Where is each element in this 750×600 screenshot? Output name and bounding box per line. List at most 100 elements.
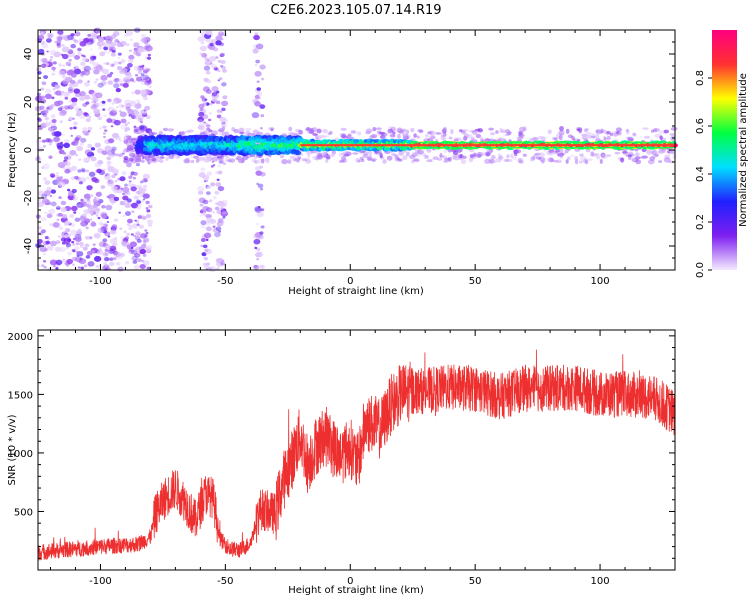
spectrogram-cell (557, 152, 565, 157)
spectrogram-cell (104, 174, 108, 177)
spectrogram-cell (259, 187, 264, 191)
spectrogram-cell (402, 128, 407, 133)
spectrogram-cell (259, 104, 266, 109)
y-tick-label: 40 (23, 48, 34, 61)
spectrogram-cell (254, 206, 262, 212)
spectrogram-cell (43, 75, 49, 80)
spectrogram-cell (221, 107, 226, 112)
spectrogram-cell (325, 158, 329, 163)
spectrogram-cell (426, 159, 433, 163)
spectrogram-cell (83, 264, 88, 268)
spectrogram-cell (79, 244, 85, 249)
spectrogram-cell (76, 145, 84, 152)
spectrogram-cell (113, 78, 120, 83)
spectrogram-cell (69, 149, 77, 156)
spectrogram-cell (112, 108, 118, 113)
spectrogram-cell (628, 153, 635, 157)
spectrogram-cell (144, 229, 148, 232)
spectrogram-cell (48, 142, 52, 146)
spectrogram-cell (254, 166, 261, 171)
spectrogram-cell (586, 158, 593, 161)
spectrogram-cell (202, 244, 208, 249)
spectrogram-cell (121, 45, 124, 48)
spectrogram-cell (128, 58, 134, 64)
spectrogram-cell (566, 156, 571, 160)
spectrogram-cell (61, 46, 70, 53)
spectrogram-cell (120, 118, 127, 124)
spectrogram-cell (63, 160, 71, 167)
spectrogram-cell (301, 158, 307, 162)
spectrogram-cell (211, 86, 219, 92)
spectrogram-cell (105, 204, 113, 211)
spectrogram-cell (219, 44, 223, 47)
spectrogram-cell (124, 99, 132, 106)
x-tick-label: 50 (469, 576, 482, 587)
spectrogram-cell (567, 134, 574, 138)
spectrogram-cell (51, 127, 55, 130)
spectrogram-cell (99, 51, 106, 57)
spectrogram-cell (213, 196, 217, 199)
spectrogram-cell (435, 132, 442, 135)
spectrogram-cell (368, 154, 372, 159)
spectrogram-cell (79, 114, 86, 120)
spectrogram-cell (210, 165, 214, 168)
spectrogram-cell (103, 135, 106, 139)
spectrogram-cell (104, 42, 111, 48)
spectrogram-cell (42, 163, 50, 170)
spectrogram-cell (579, 153, 584, 157)
spectrogram-cell (260, 114, 265, 118)
spectrogram-cell (652, 128, 660, 132)
spectrogram-cell (471, 130, 478, 135)
spectrogram-cell (145, 157, 150, 161)
spectrogram-cell (106, 98, 113, 103)
spectrogram-cell (70, 141, 76, 146)
spectrogram-cell (120, 240, 127, 245)
spectrogram-cell (136, 205, 142, 210)
spectrogram-cell (41, 43, 44, 46)
spectrogram-cell (384, 150, 390, 155)
spectrogram-cell (105, 62, 110, 66)
spectrogram-cell (215, 182, 222, 187)
spectrogram-cell (61, 43, 65, 47)
spectrogram-cell (51, 118, 57, 123)
spectrogram-cell (41, 81, 47, 86)
spectrogram-cell (148, 223, 153, 227)
x-tick-label: 100 (591, 576, 610, 587)
spectrogram-cell (389, 133, 396, 138)
spectrogram-cell (87, 126, 93, 131)
spectrogram-cell (352, 152, 359, 155)
spectrogram-cell (41, 193, 48, 199)
spectrogram-cell (79, 91, 86, 97)
spectrogram-cell (71, 263, 75, 266)
colorbar-ramp (712, 30, 737, 270)
spectrogram-cell (195, 158, 200, 163)
spectrogram-cell (259, 231, 264, 235)
spectrogram-cell (63, 234, 69, 238)
spectrogram-cell (538, 152, 546, 157)
spectrogram-cell (90, 247, 98, 254)
spectrogram-cell (112, 168, 119, 174)
spectrogram-cell (93, 232, 101, 239)
spectrogram-cell (210, 182, 216, 187)
spectrogram-cell (68, 83, 74, 88)
spectrogram-cell (448, 136, 453, 140)
spectrogram-cell (142, 253, 147, 257)
spectrogram-cell (145, 200, 150, 205)
spectrogram-cell (220, 65, 224, 68)
spectrogram-cell (423, 154, 427, 159)
spectrogram-cell (57, 161, 66, 169)
spectrogram-cell (90, 105, 96, 110)
spectrogram-cell (84, 243, 90, 248)
spectrogram-cell (68, 69, 75, 74)
spectrogram-cell (87, 130, 91, 133)
spectrogram-cell (106, 51, 110, 54)
spectrogram-cell (222, 216, 226, 219)
spectrogram-cell (595, 129, 603, 135)
spectrogram-cell (254, 47, 257, 50)
spectrogram-cell (565, 159, 569, 164)
spectrogram-cell (221, 82, 227, 87)
spectrogram-cell (135, 232, 141, 236)
spectrogram-cell (57, 212, 63, 217)
spectrogram-cell (122, 152, 125, 155)
spectrogram-cell (143, 109, 146, 112)
